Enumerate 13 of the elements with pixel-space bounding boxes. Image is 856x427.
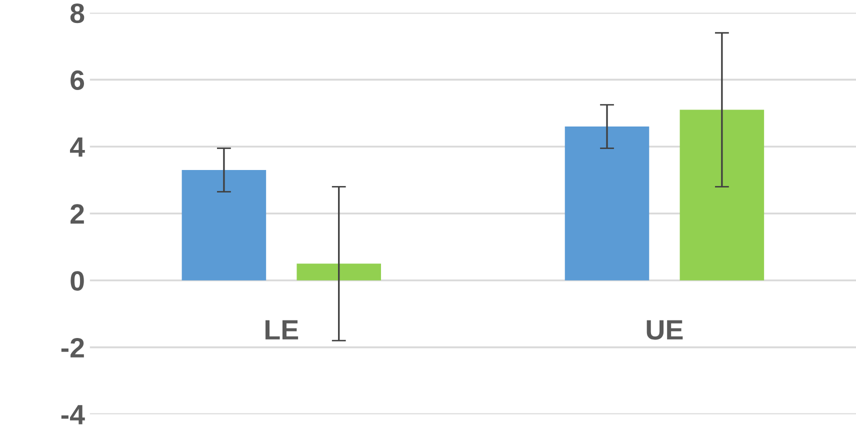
y-tick-label: 6 <box>70 70 84 90</box>
bar <box>182 170 266 280</box>
x-tick-label: LE <box>266 320 298 340</box>
bar <box>296 264 382 280</box>
y-tick-label: 2 <box>70 204 84 224</box>
y-tick-label: -2 <box>61 338 84 358</box>
bar <box>680 110 764 280</box>
y-tick-label: 8 <box>70 3 84 24</box>
y-tick-label: 4 <box>70 138 85 157</box>
y-tick-label: 0 <box>70 271 84 291</box>
bar <box>564 126 650 280</box>
y-tick-label: -4 <box>61 405 85 424</box>
x-tick-label: UE <box>646 320 683 340</box>
